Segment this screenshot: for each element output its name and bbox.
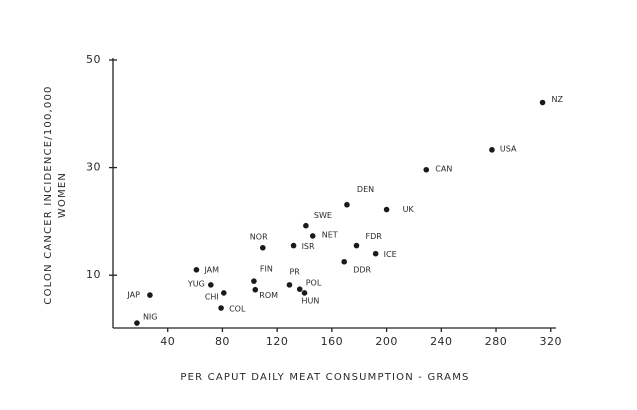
point-label: NET [322, 230, 338, 239]
point-label: FDR [366, 232, 383, 241]
point [286, 282, 293, 288]
x-tick-label: 120 [266, 335, 289, 348]
point [301, 290, 308, 296]
x-axis-label: PER CAPUT DAILY MEAT CONSUMPTION - GRAMS [180, 372, 469, 383]
point [193, 267, 200, 273]
point-label: DDR [353, 265, 371, 274]
x-tick-label: 240 [430, 335, 453, 348]
point [208, 282, 214, 288]
point [147, 292, 153, 298]
x-tick-label: 200 [375, 335, 398, 348]
point [383, 206, 390, 213]
point-label: YUG [187, 279, 205, 288]
point-label: PR [289, 267, 300, 276]
point-label: CHI [205, 292, 219, 301]
y-axis-label: WOMEN [57, 172, 68, 218]
point [218, 305, 224, 311]
point [353, 242, 360, 249]
point [489, 147, 495, 153]
x-tick-label: 40 [160, 335, 175, 348]
point [423, 166, 430, 173]
y-tick-label: 10 [86, 268, 101, 281]
point [221, 290, 227, 296]
point [290, 242, 297, 249]
point-label: DEN [357, 185, 374, 194]
point-label: NIG [143, 313, 158, 322]
x-tick-label: 280 [485, 335, 508, 348]
point [309, 233, 316, 239]
point [259, 244, 266, 251]
point-label: POL [306, 279, 322, 288]
point-label: ICE [384, 250, 397, 259]
point [539, 99, 546, 106]
point [344, 201, 350, 208]
point-label: COL [229, 305, 246, 314]
point-label: SWE [314, 211, 332, 220]
point [303, 222, 309, 229]
point-label: JAM [203, 265, 219, 274]
point-label: UK [403, 205, 415, 214]
point-label: NZ [552, 95, 564, 104]
y-tick-label: 50 [86, 53, 101, 66]
y-tick-label: 30 [86, 161, 101, 174]
point [341, 258, 347, 265]
point-label: NOR [250, 232, 268, 241]
point [251, 278, 257, 284]
point [372, 250, 379, 257]
point-label: ISR [302, 242, 315, 251]
point [134, 320, 140, 326]
point-label: JAP [126, 291, 140, 300]
point-label: CAN [435, 164, 452, 173]
x-tick-label: 80 [215, 335, 230, 348]
x-tick-label: 320 [540, 335, 563, 348]
point-label: ROM [259, 291, 278, 300]
point [296, 286, 303, 292]
point [252, 286, 259, 293]
point-label: USA [500, 144, 517, 153]
point-label: HUN [302, 296, 320, 305]
point-label: FIN [260, 265, 273, 274]
y-axis-label: COLON CANCER INCIDENCE/100,000 [43, 85, 54, 304]
x-tick-label: 160 [321, 335, 344, 348]
